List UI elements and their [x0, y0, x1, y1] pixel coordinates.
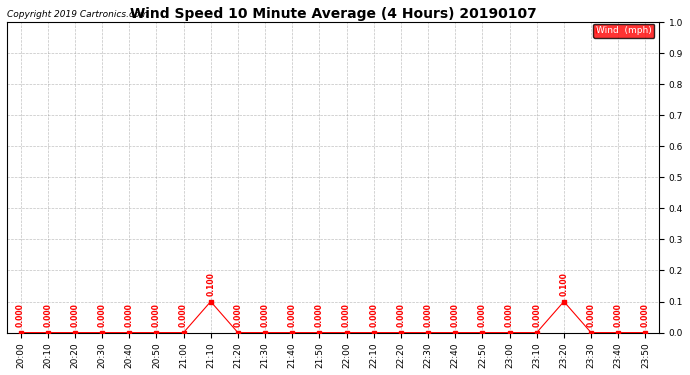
Text: 0.000: 0.000 — [613, 303, 622, 327]
Legend: Wind  (mph): Wind (mph) — [593, 24, 654, 38]
Text: 0.000: 0.000 — [16, 303, 25, 327]
Text: 0.000: 0.000 — [43, 303, 52, 327]
Text: 0.000: 0.000 — [451, 303, 460, 327]
Text: 0.000: 0.000 — [179, 303, 188, 327]
Text: 0.000: 0.000 — [505, 303, 514, 327]
Text: 0.000: 0.000 — [125, 303, 134, 327]
Text: 0.000: 0.000 — [97, 303, 106, 327]
Title: Wind Speed 10 Minute Average (4 Hours) 20190107: Wind Speed 10 Minute Average (4 Hours) 2… — [130, 7, 536, 21]
Text: 0.000: 0.000 — [641, 303, 650, 327]
Text: 0.100: 0.100 — [560, 272, 569, 296]
Text: 0.000: 0.000 — [586, 303, 595, 327]
Text: 0.100: 0.100 — [206, 272, 215, 296]
Text: 0.000: 0.000 — [369, 303, 378, 327]
Text: 0.000: 0.000 — [233, 303, 242, 327]
Text: 0.000: 0.000 — [342, 303, 351, 327]
Text: 0.000: 0.000 — [70, 303, 79, 327]
Text: 0.000: 0.000 — [424, 303, 433, 327]
Text: 0.000: 0.000 — [261, 303, 270, 327]
Text: 0.000: 0.000 — [288, 303, 297, 327]
Text: 0.000: 0.000 — [152, 303, 161, 327]
Text: 0.000: 0.000 — [532, 303, 541, 327]
Text: 0.000: 0.000 — [396, 303, 405, 327]
Text: 0.000: 0.000 — [315, 303, 324, 327]
Text: Copyright 2019 Cartronics.com: Copyright 2019 Cartronics.com — [7, 10, 148, 19]
Text: 0.000: 0.000 — [478, 303, 487, 327]
